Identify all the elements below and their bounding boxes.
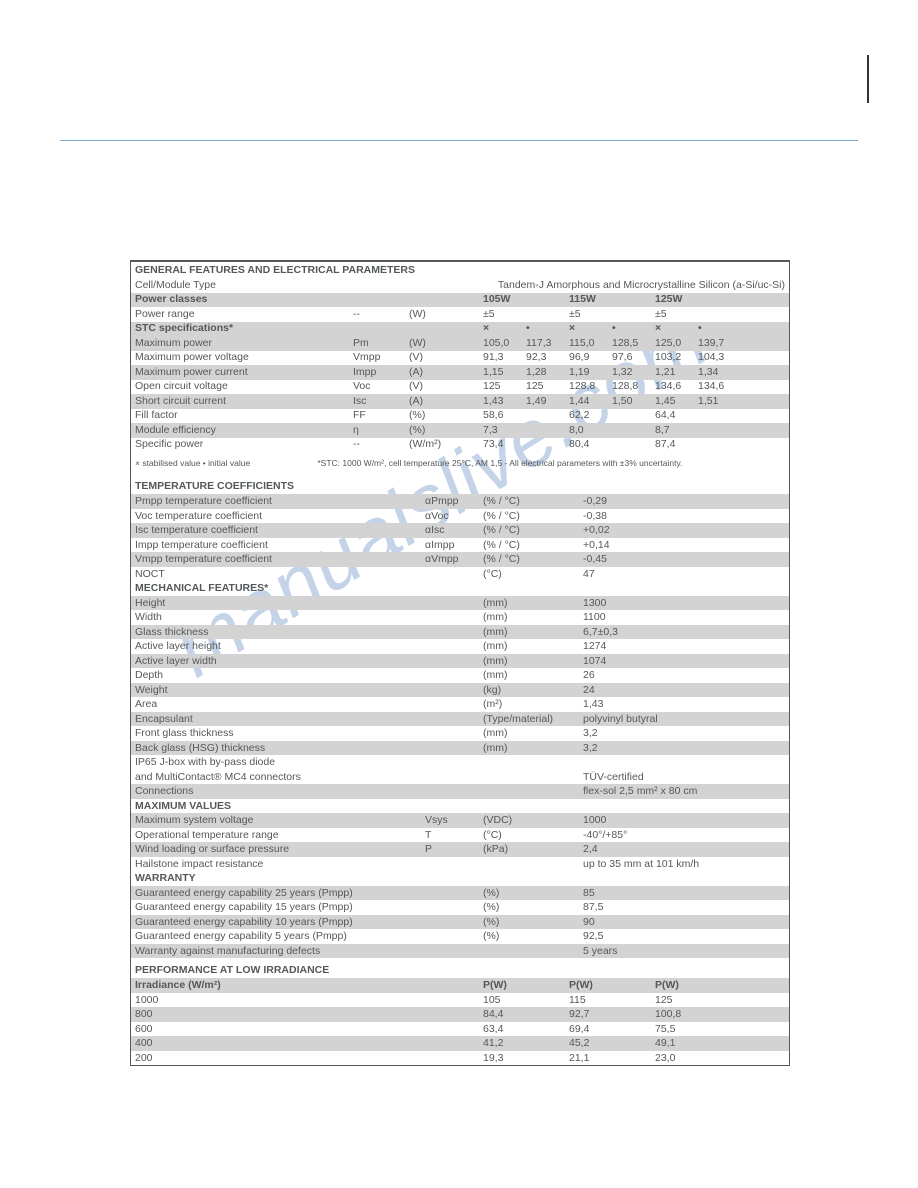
label: Cell/Module Type xyxy=(135,279,353,292)
table-row: Glass thickness(mm)6,7±0,3 xyxy=(131,625,789,640)
row-powerrange: Power range -- (W) ±5 ±5 ±5 xyxy=(131,307,789,322)
table-row: Guaranteed energy capability 25 years (P… xyxy=(131,886,789,901)
table-row: Maximum powerPm(W)105,0117,3115,0128,512… xyxy=(131,336,789,351)
table-row: Encapsulant(Type/material)polyvinyl buty… xyxy=(131,712,789,727)
table-row: Specific power--(W/m²)73,480,487,4 xyxy=(131,438,789,453)
table-row: Wind loading or surface pressureP(kPa)2,… xyxy=(131,842,789,857)
row-jbox1: IP65 J-box with by-pass diode xyxy=(131,755,789,770)
page: manualslive.com GENERAL FEATURES AND ELE… xyxy=(0,0,918,1188)
table-row: Operational temperature rangeT(°C)-40°/+… xyxy=(131,828,789,843)
section-title-mech: MECHANICAL FEATURES* xyxy=(131,581,789,596)
table-row: Fill factorFF(%)58,662,264,4 xyxy=(131,409,789,424)
table-row: Depth(mm)26 xyxy=(131,668,789,683)
table-row: Back glass (HSG) thickness(mm)3,2 xyxy=(131,741,789,756)
section-title-max: MAXIMUM VALUES xyxy=(131,799,789,814)
section-title-warranty: WARRANTY xyxy=(131,871,789,886)
table-row: Guaranteed energy capability 5 years (Pm… xyxy=(131,929,789,944)
text-cursor xyxy=(867,55,869,103)
table-row: Active layer width(mm)1074 xyxy=(131,654,789,669)
value: Tandem-J Amorphous and Microcrystalline … xyxy=(353,279,785,292)
power-class-1: 105W xyxy=(483,293,569,306)
table-row: Vmpp temperature coefficientαVmpp(% / °C… xyxy=(131,552,789,567)
table-row: Maximum system voltageVsys(VDC)1000 xyxy=(131,813,789,828)
row-perf-head: Irradiance (W/m²) P(W) P(W) P(W) xyxy=(131,978,789,993)
table-row: 40041,245,249,1 xyxy=(131,1036,789,1051)
row-powerclasses: Power classes 105W 115W 125W xyxy=(131,293,789,308)
table-row: Active layer height(mm)1274 xyxy=(131,639,789,654)
table-row: Front glass thickness(mm)3,2 xyxy=(131,726,789,741)
table-row: Maximum power currentImpp(A)1,151,281,19… xyxy=(131,365,789,380)
table-row: Impp temperature coefficientαImpp(% / °C… xyxy=(131,538,789,553)
row-connections: Connections flex-sol 2,5 mm² x 80 cm xyxy=(131,784,789,799)
table-row: NOCT(°C)47 xyxy=(131,567,789,582)
table-row: Area(m²)1,43 xyxy=(131,697,789,712)
table-row: Voc temperature coefficientαVoc(% / °C)-… xyxy=(131,509,789,524)
table-row: Open circuit voltageVoc(V)125125128,8128… xyxy=(131,380,789,395)
table-row: Pmpp temperature coefficientαPmpp(% / °C… xyxy=(131,494,789,509)
table-row: 80084,492,7100,8 xyxy=(131,1007,789,1022)
table-row: Guaranteed energy capability 15 years (P… xyxy=(131,900,789,915)
table-row: 60063,469,475,5 xyxy=(131,1022,789,1037)
section-title-general: GENERAL FEATURES AND ELECTRICAL PARAMETE… xyxy=(131,262,789,278)
row-jbox2: and MultiContact® MC4 connectors TÜV-cer… xyxy=(131,770,789,785)
row-celltype: Cell/Module Type Tandem-J Amorphous and … xyxy=(131,278,789,293)
section-title-perf: PERFORMANCE AT LOW IRRADIANCE xyxy=(131,962,789,978)
power-class-2: 115W xyxy=(569,293,655,306)
stc-footnote: × stabilised value • initial value *STC:… xyxy=(131,452,789,478)
table-row: Hailstone impact resistanceup to 35 mm a… xyxy=(131,857,789,872)
table-row: 20019,321,123,0 xyxy=(131,1051,789,1066)
table-row: Width(mm)1100 xyxy=(131,610,789,625)
table-row: Isc temperature coefficientαIsc(% / °C)+… xyxy=(131,523,789,538)
table-row: Weight(kg)24 xyxy=(131,683,789,698)
datasheet-table: GENERAL FEATURES AND ELECTRICAL PARAMETE… xyxy=(130,260,790,1066)
table-row: Short circuit currentIsc(A)1,431,491,441… xyxy=(131,394,789,409)
section-title-temp: TEMPERATURE COEFFICIENTS xyxy=(131,478,789,494)
table-row: Guaranteed energy capability 10 years (P… xyxy=(131,915,789,930)
row-stc-head: STC specifications* × • × • × • xyxy=(131,322,789,337)
table-row: Warranty against manufacturing defects5 … xyxy=(131,944,789,959)
power-class-3: 125W xyxy=(655,293,741,306)
table-row: 1000105115125 xyxy=(131,993,789,1008)
table-row: Height(mm)1300 xyxy=(131,596,789,611)
table-row: Maximum power voltageVmpp(V)91,392,396,9… xyxy=(131,351,789,366)
table-row: Module efficiencyη(%)7,38,08,7 xyxy=(131,423,789,438)
top-rule xyxy=(60,140,858,141)
